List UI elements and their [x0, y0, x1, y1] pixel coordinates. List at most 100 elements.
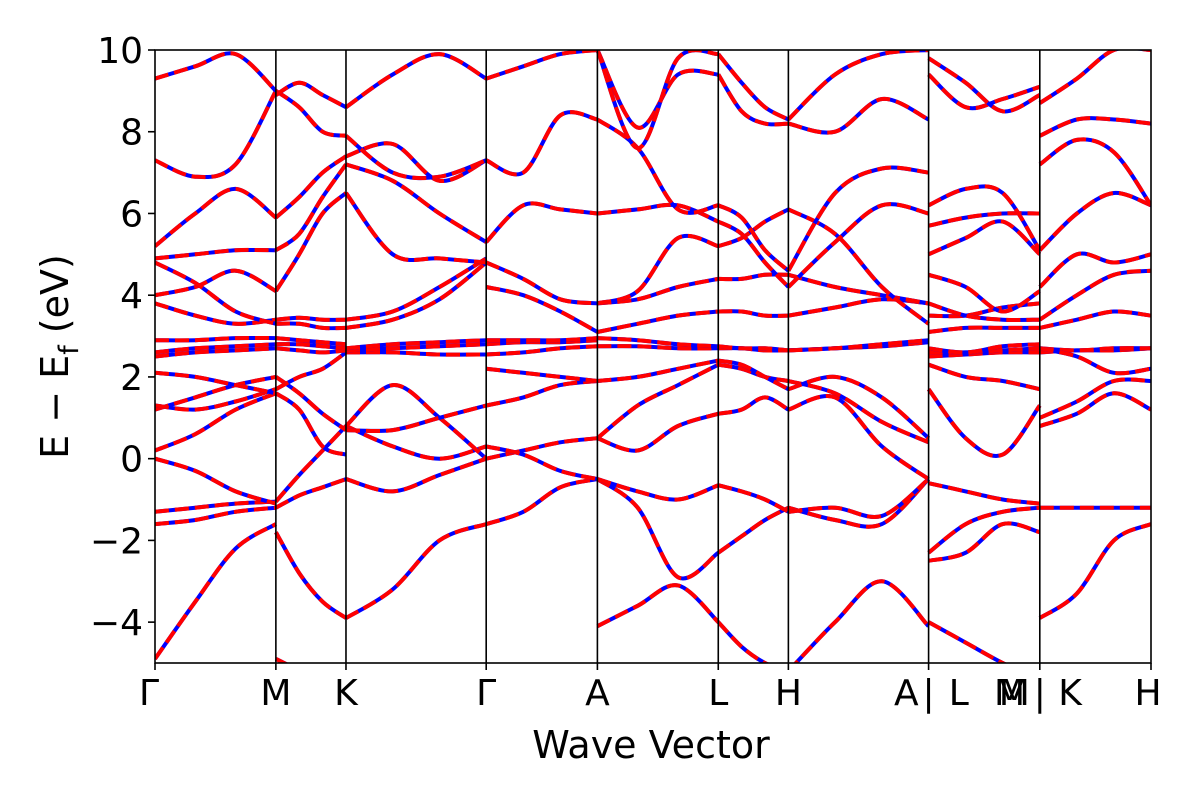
band-line-blue	[486, 366, 598, 383]
band-line-blue	[1038, 522, 1151, 620]
x-tick-label: L	[949, 673, 969, 714]
x-tick-label: M	[999, 673, 1030, 714]
band-line-red	[1039, 391, 1151, 428]
band-line-blue	[716, 620, 770, 663]
x-tick-label: Γ	[139, 673, 159, 714]
band-line-red	[787, 202, 930, 289]
band-line-red	[717, 505, 790, 555]
x-axis: Γ M K Γ A L H A | M | HL M K	[139, 663, 1162, 714]
x-tick-label: K	[1058, 673, 1083, 714]
band-line-red	[155, 387, 277, 412]
band-line-red	[786, 165, 929, 272]
plot-frame	[154, 49, 1152, 664]
band-line-red	[155, 51, 278, 93]
band-line-blue	[155, 268, 277, 298]
band-line-red	[927, 73, 1041, 111]
band-line-red	[274, 424, 348, 503]
band-line-blue	[485, 50, 598, 81]
band-line-blue	[1038, 116, 1151, 138]
band-line-red	[787, 394, 930, 481]
band-line-red	[596, 309, 719, 334]
band-line-red	[596, 233, 719, 306]
band-line-red	[344, 383, 488, 461]
band-line-red	[345, 424, 487, 461]
band-line-red	[1038, 190, 1151, 252]
x-tick-label: H	[1134, 673, 1161, 714]
band-line-blue	[927, 56, 1041, 114]
band-line-red	[275, 321, 347, 331]
y-tick-label: −2	[90, 521, 143, 562]
band-line-red	[793, 579, 931, 663]
band-line-red	[275, 346, 347, 355]
high-symmetry-lines	[275, 50, 1041, 663]
band-line-red	[345, 350, 487, 357]
band-line-red	[927, 219, 1042, 257]
band-line-blue	[927, 362, 1041, 392]
band-line-blue	[928, 481, 1041, 506]
band-line-blue	[155, 186, 278, 248]
band-line-blue	[926, 387, 1042, 458]
band-line-red	[275, 315, 347, 322]
band-line-red	[716, 52, 790, 122]
band-line-red	[597, 276, 719, 306]
band-line-blue	[485, 379, 598, 408]
band-line-red	[155, 247, 276, 261]
y-tick-label: 4	[120, 276, 143, 317]
band-line-blue	[274, 531, 348, 620]
band-line-blue	[927, 620, 1008, 663]
band-line-red	[485, 285, 599, 334]
band-line-red	[717, 483, 790, 514]
x-tick-label: H	[775, 673, 802, 714]
band-line-blue	[485, 110, 598, 177]
band-line-red	[155, 301, 277, 326]
band-line-blue	[486, 344, 598, 357]
band-line-red	[717, 358, 790, 391]
band-line-red	[717, 395, 790, 416]
band-line-red	[788, 477, 930, 519]
band-line-blue	[787, 96, 930, 135]
band-line-red	[274, 191, 348, 293]
band-line-red	[485, 110, 598, 177]
y-tick-label: 10	[97, 31, 143, 72]
band-line-red	[155, 186, 278, 248]
band-line-red	[597, 344, 719, 351]
band-line-blue	[485, 285, 599, 334]
band-line-red	[274, 350, 348, 391]
band-line-red	[597, 336, 719, 349]
band-line-red	[717, 362, 789, 383]
band-line-red	[155, 335, 276, 343]
band-line-red	[597, 358, 719, 383]
band-line-blue	[1038, 50, 1151, 105]
band-line-red	[344, 134, 487, 181]
band-line-red	[1038, 137, 1151, 207]
band-line-red	[927, 620, 1008, 663]
band-line-blue	[1038, 190, 1151, 252]
x-tick-label: M	[994, 673, 1025, 714]
band-line-red	[787, 50, 929, 121]
x-tick-label: Γ	[476, 673, 496, 714]
y-axis-title-subscript: f	[54, 344, 85, 355]
band-line-blue	[716, 52, 790, 122]
x-tick-label: M	[260, 673, 291, 714]
band-line-red	[787, 207, 930, 326]
band-line-red	[787, 379, 930, 445]
band-line-red	[155, 346, 277, 359]
band-line-red	[927, 505, 1041, 555]
band-line-red	[155, 456, 277, 506]
band-line-red	[927, 56, 1041, 114]
band-line-blue	[595, 50, 719, 151]
band-line-red	[274, 391, 347, 457]
band-line-red	[596, 117, 719, 215]
band-line-red	[155, 260, 277, 326]
y-axis-title-main: E − E	[33, 355, 77, 459]
band-line-blue	[928, 342, 1040, 355]
band-line-blue	[1039, 309, 1151, 330]
x-tick-label: L	[708, 673, 728, 714]
band-line-red	[787, 374, 930, 440]
band-line-red	[155, 499, 276, 514]
band-line-red	[787, 96, 930, 135]
band-line-red	[345, 260, 488, 330]
band-line-red	[485, 477, 598, 527]
band-line-red	[1038, 522, 1151, 620]
band-line-red	[717, 207, 790, 249]
